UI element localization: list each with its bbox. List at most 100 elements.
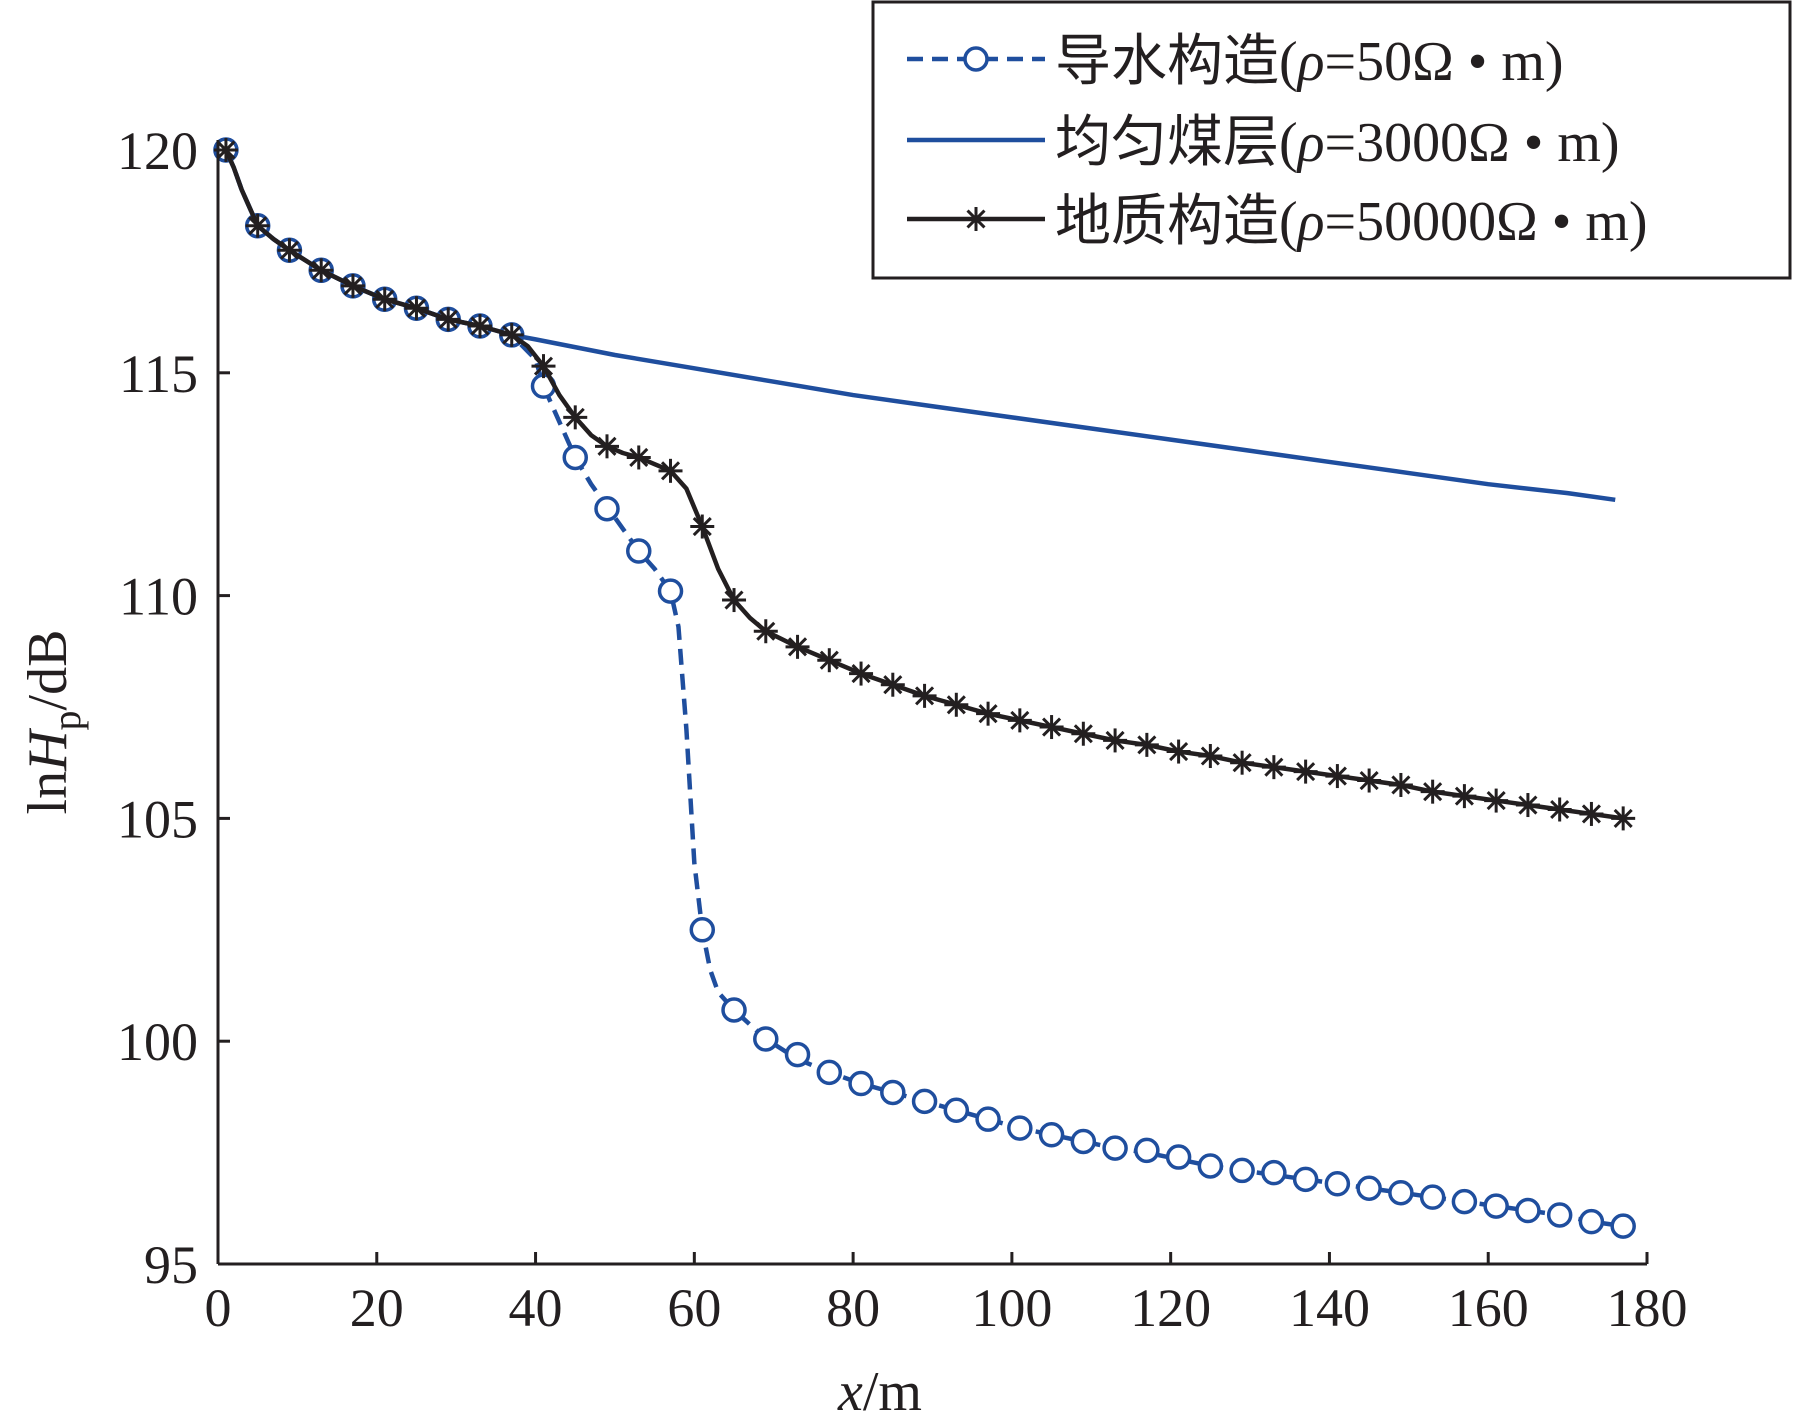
data-point: [1451, 1188, 1478, 1215]
legend-item: 导水构造(ρ=50Ω • m): [907, 31, 1564, 93]
data-point: [880, 1079, 906, 1106]
data-point: [1578, 1208, 1605, 1235]
data-point: [1420, 779, 1445, 804]
legend-item: 均匀煤层(ρ=3000Ω • m): [907, 112, 1620, 174]
data-point: [1483, 1193, 1509, 1219]
data-point: [595, 434, 620, 459]
data-point: [1166, 739, 1191, 764]
data-point: [753, 1026, 779, 1052]
x-axis-var: x: [837, 1361, 863, 1423]
data-point: [563, 405, 588, 430]
data-point: [340, 273, 365, 298]
data-point: [1547, 797, 1572, 822]
legend: 导水构造(ρ=50Ω • m) 均匀煤层(ρ=3000Ω • m) 地质构造(ρ=5…: [871, 0, 1792, 280]
data-point: [658, 458, 683, 483]
data-point: [1261, 1159, 1287, 1186]
data-point: [531, 354, 556, 379]
data-point: [943, 1097, 970, 1124]
data-point: [1165, 1144, 1192, 1170]
y-axis-sub: p: [44, 710, 89, 730]
y-tick-label: 115: [119, 344, 198, 404]
y-axis-prefix: ln: [17, 771, 79, 815]
y-tick-label: 105: [117, 789, 198, 849]
x-tick-label: 140: [1289, 1278, 1370, 1338]
y-tick-label: 110: [119, 567, 198, 627]
data-point: [499, 322, 524, 347]
data-point: [1515, 1197, 1541, 1224]
series-2: [213, 138, 1636, 831]
data-point: [1292, 1166, 1319, 1193]
data-point: [404, 296, 429, 321]
data-point: [1198, 744, 1223, 769]
data-point: [880, 672, 905, 697]
data-point: [1070, 1128, 1097, 1155]
data-point: [817, 648, 842, 673]
data-point: [626, 538, 652, 564]
x-axis-title: x/m: [837, 1361, 922, 1423]
x-tick-label: 100: [971, 1278, 1052, 1338]
data-point: [1103, 728, 1128, 753]
data-point: [1546, 1202, 1573, 1228]
data-point: [1484, 788, 1509, 813]
x-tick-label: 120: [1130, 1278, 1211, 1338]
data-point: [245, 213, 270, 238]
data-point: [1452, 784, 1477, 809]
data-point: [1102, 1135, 1128, 1161]
data-point: [1261, 755, 1286, 780]
data-point: [594, 495, 620, 522]
data-point: [944, 692, 969, 717]
data-point: [1388, 1179, 1414, 1206]
data-point: [1038, 1122, 1065, 1148]
x-tick-label: 20: [350, 1278, 404, 1338]
data-point: [848, 1070, 874, 1097]
y-tick-label: 95: [144, 1235, 198, 1295]
data-point: [689, 917, 716, 943]
x-tick-label: 80: [826, 1278, 880, 1338]
data-point: [849, 661, 874, 686]
data-point: [1324, 1171, 1351, 1197]
data-point: [657, 578, 684, 604]
data-point: [1515, 793, 1540, 818]
data-point: [1356, 1175, 1382, 1201]
data-point: [436, 307, 461, 332]
y-tick-label: 120: [117, 121, 198, 181]
data-point: [1229, 1157, 1255, 1184]
data-point: [626, 445, 651, 470]
data-point: [911, 1088, 938, 1115]
x-tick-label: 180: [1607, 1278, 1688, 1338]
x-tick-label: 40: [509, 1278, 563, 1338]
legend-marker: [963, 46, 989, 72]
data-point: [1357, 768, 1382, 793]
legend-label: 导水构造(ρ=50Ω • m): [1055, 31, 1564, 93]
axes: 0 20 40 60 80 100 120 140 160 180 95 100 105 110 115 12…: [117, 121, 1688, 1338]
data-point: [975, 1106, 1001, 1132]
x-tick-label: 60: [667, 1278, 721, 1338]
data-point: [1007, 708, 1032, 733]
y-axis-title: lnHp/dB: [17, 630, 89, 815]
series-layer: [213, 137, 1636, 1239]
legend-item: 地质构造(ρ=50000Ω • m): [907, 191, 1648, 253]
data-point: [1134, 732, 1159, 757]
data-point: [1325, 764, 1350, 789]
data-point: [784, 1041, 811, 1068]
data-point: [372, 287, 397, 312]
data-point: [562, 444, 588, 471]
data-point: [721, 997, 747, 1023]
data-point: [1230, 750, 1255, 775]
data-point: [1579, 801, 1604, 826]
data-point: [1293, 759, 1318, 784]
data-point: [976, 701, 1001, 726]
x-tick-label: 160: [1448, 1278, 1529, 1338]
x-axis-unit: /m: [863, 1361, 922, 1423]
data-point: [1134, 1137, 1160, 1164]
y-tick-label: 100: [117, 1012, 198, 1072]
x-tick-label: 0: [205, 1278, 232, 1338]
data-point: [1071, 721, 1096, 746]
data-point: [1610, 1213, 1636, 1239]
data-point: [1007, 1115, 1033, 1141]
legend-label: 地质构造(ρ=50000Ω • m): [1055, 191, 1648, 253]
data-point: [690, 514, 715, 539]
data-point: [1419, 1184, 1446, 1210]
data-point: [816, 1059, 843, 1086]
